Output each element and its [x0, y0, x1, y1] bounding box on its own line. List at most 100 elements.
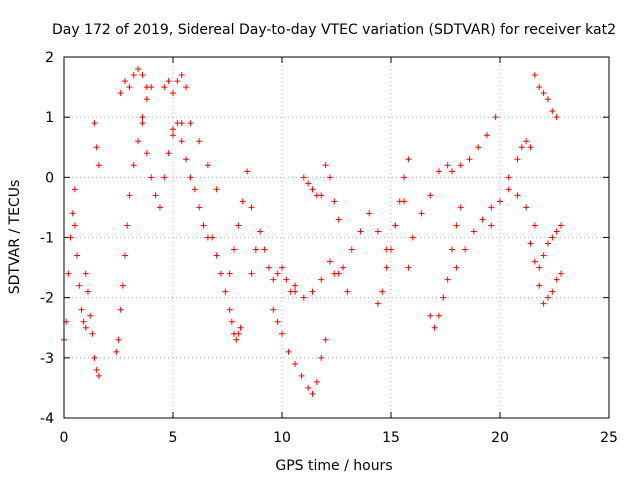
data-point-arc-y-1	[531, 258, 538, 265]
data-point-arc-u-2	[435, 312, 442, 319]
y-tick-label-0: -4	[40, 411, 54, 427]
data-point-arc-w-9	[531, 222, 538, 229]
data-point-arc-e-4	[122, 252, 129, 259]
data-point-arc-m-4	[265, 264, 272, 271]
data-point-arc-c-0	[82, 270, 89, 277]
data-point-arc-r-3	[357, 228, 364, 235]
x-tick-label-2: 10	[273, 430, 291, 446]
data-point-arc-n-8	[313, 378, 320, 385]
data-point-arc-h-4	[178, 72, 185, 79]
data-point-arc-f-2	[126, 84, 133, 91]
data-point-arc-e-8	[135, 138, 142, 145]
data-point-arc-j-0	[209, 234, 216, 241]
data-point-arc-f-4	[135, 66, 142, 73]
data-point-arc-p-1	[305, 180, 312, 187]
data-point-arc-w-3	[479, 216, 486, 223]
data-point-arc-t-3	[427, 192, 434, 199]
data-point-arc-h-1	[165, 78, 172, 85]
data-point-arc-f-5	[139, 72, 146, 79]
data-point-arc-u-0	[427, 312, 434, 319]
data-point-arc-n-4	[292, 360, 299, 367]
data-point-arc-k-3	[239, 198, 246, 205]
data-point-arc-k-5	[248, 204, 255, 211]
data-point-arc-s-0	[374, 300, 381, 307]
data-point-arc-i-2	[187, 120, 194, 127]
y-tick-labels: -4 -3 -2 -1 0 1 2	[40, 50, 54, 427]
data-point-arc-g-12	[191, 186, 198, 193]
x-tick-label-1: 5	[169, 430, 178, 446]
data-point-arc-z-2	[540, 90, 547, 97]
data-point-arc-v-0	[449, 168, 456, 175]
data-point-arc-m-8	[283, 276, 290, 283]
chart-title: Day 172 of 2019, Sidereal Day-to-day VTE…	[52, 22, 616, 38]
data-point-arc-c-1	[84, 288, 91, 295]
data-point-arc-z2-2	[544, 240, 551, 247]
data-point-arc-d-2	[95, 162, 102, 169]
data-point-arc-h-5	[183, 84, 190, 91]
data-point-arc-x-0	[488, 222, 495, 229]
data-point-arc-b-3	[78, 306, 85, 313]
data-point-arc-c-4	[91, 354, 98, 361]
data-point-arc-w-4	[488, 204, 495, 211]
data-point-arc-e-7	[130, 162, 137, 169]
data-point-arc-l-2	[233, 336, 240, 343]
data-point-arc-y-2	[536, 282, 543, 289]
data-point-arc-l-4	[237, 324, 244, 331]
data-point-arc-g-4	[156, 204, 163, 211]
data-point-arc-t-2	[418, 210, 425, 217]
data-point-arc-y-5	[549, 288, 556, 295]
data-point-arc-b-1	[74, 252, 81, 259]
data-point-arc-e-1	[115, 336, 122, 343]
data-point-arc-g-0	[139, 120, 146, 127]
data-point-arc-a-3	[67, 234, 74, 241]
data-point-arc-u-7	[457, 204, 464, 211]
data-point-arc-u-6	[453, 222, 460, 229]
x-tick-label-5: 25	[600, 430, 618, 446]
data-point-arc-b-2	[76, 282, 83, 289]
data-point-arc-s-2	[383, 264, 390, 271]
data-point-arc-t-0	[405, 264, 412, 271]
data-point-arc-v-4	[483, 132, 490, 139]
data-point-arc-b-5	[82, 324, 89, 331]
y-tick-label-6: 2	[45, 50, 54, 66]
data-point-arc-u-3	[440, 294, 447, 301]
data-point-arc-z-4	[549, 108, 556, 115]
data-point-arc-s-7	[405, 156, 412, 163]
data-point-arc-z-3	[544, 96, 551, 103]
data-point-arc-r-2	[348, 246, 355, 253]
data-point-arc-g-9	[178, 138, 185, 145]
data-point-arc-f-3	[130, 72, 137, 79]
data-point-arc-x-3	[514, 156, 521, 163]
data-point-arc-o-3	[318, 276, 325, 283]
data-point-arc-s-5	[396, 198, 403, 205]
data-point-arc-g-13	[196, 204, 203, 211]
data-point-arc-n-1	[274, 318, 281, 325]
data-point-arc-w-1	[462, 246, 469, 253]
x-tick-label-4: 20	[491, 430, 509, 446]
data-point-arc-b-0	[71, 222, 78, 229]
data-point-arc-v-2	[466, 156, 473, 163]
data-point-arc-g-1	[143, 150, 150, 157]
data-point-arc-c-5	[93, 366, 100, 373]
data-point-arc-u-1	[431, 324, 438, 331]
y-tick-label-3: -1	[40, 231, 54, 247]
y-tick-label-4: 0	[45, 170, 54, 186]
y-tick-label-1: -3	[40, 351, 54, 367]
data-point-arc-x-5	[523, 138, 530, 145]
data-point-arc-t-1	[409, 234, 416, 241]
data-point-arc-z-0	[531, 72, 538, 79]
data-point-arc-x-6	[527, 144, 534, 151]
data-point-arc-v-5	[492, 114, 499, 121]
data-point-arc-g-5	[161, 174, 168, 181]
x-tick-label-0: 0	[60, 430, 69, 446]
data-point-arc-a-4	[69, 210, 76, 217]
data-point-arc-i-4	[204, 162, 211, 169]
data-point-arc-d-0	[91, 120, 98, 127]
data-point-arc-g-10	[183, 156, 190, 163]
data-point-arc-q-1	[326, 174, 333, 181]
data-point-arc-e-6	[126, 192, 133, 199]
data-point-arc-r-0	[331, 270, 338, 277]
data-point-arc-z2-4	[553, 228, 560, 235]
data-point-arc-h-3	[174, 78, 181, 85]
